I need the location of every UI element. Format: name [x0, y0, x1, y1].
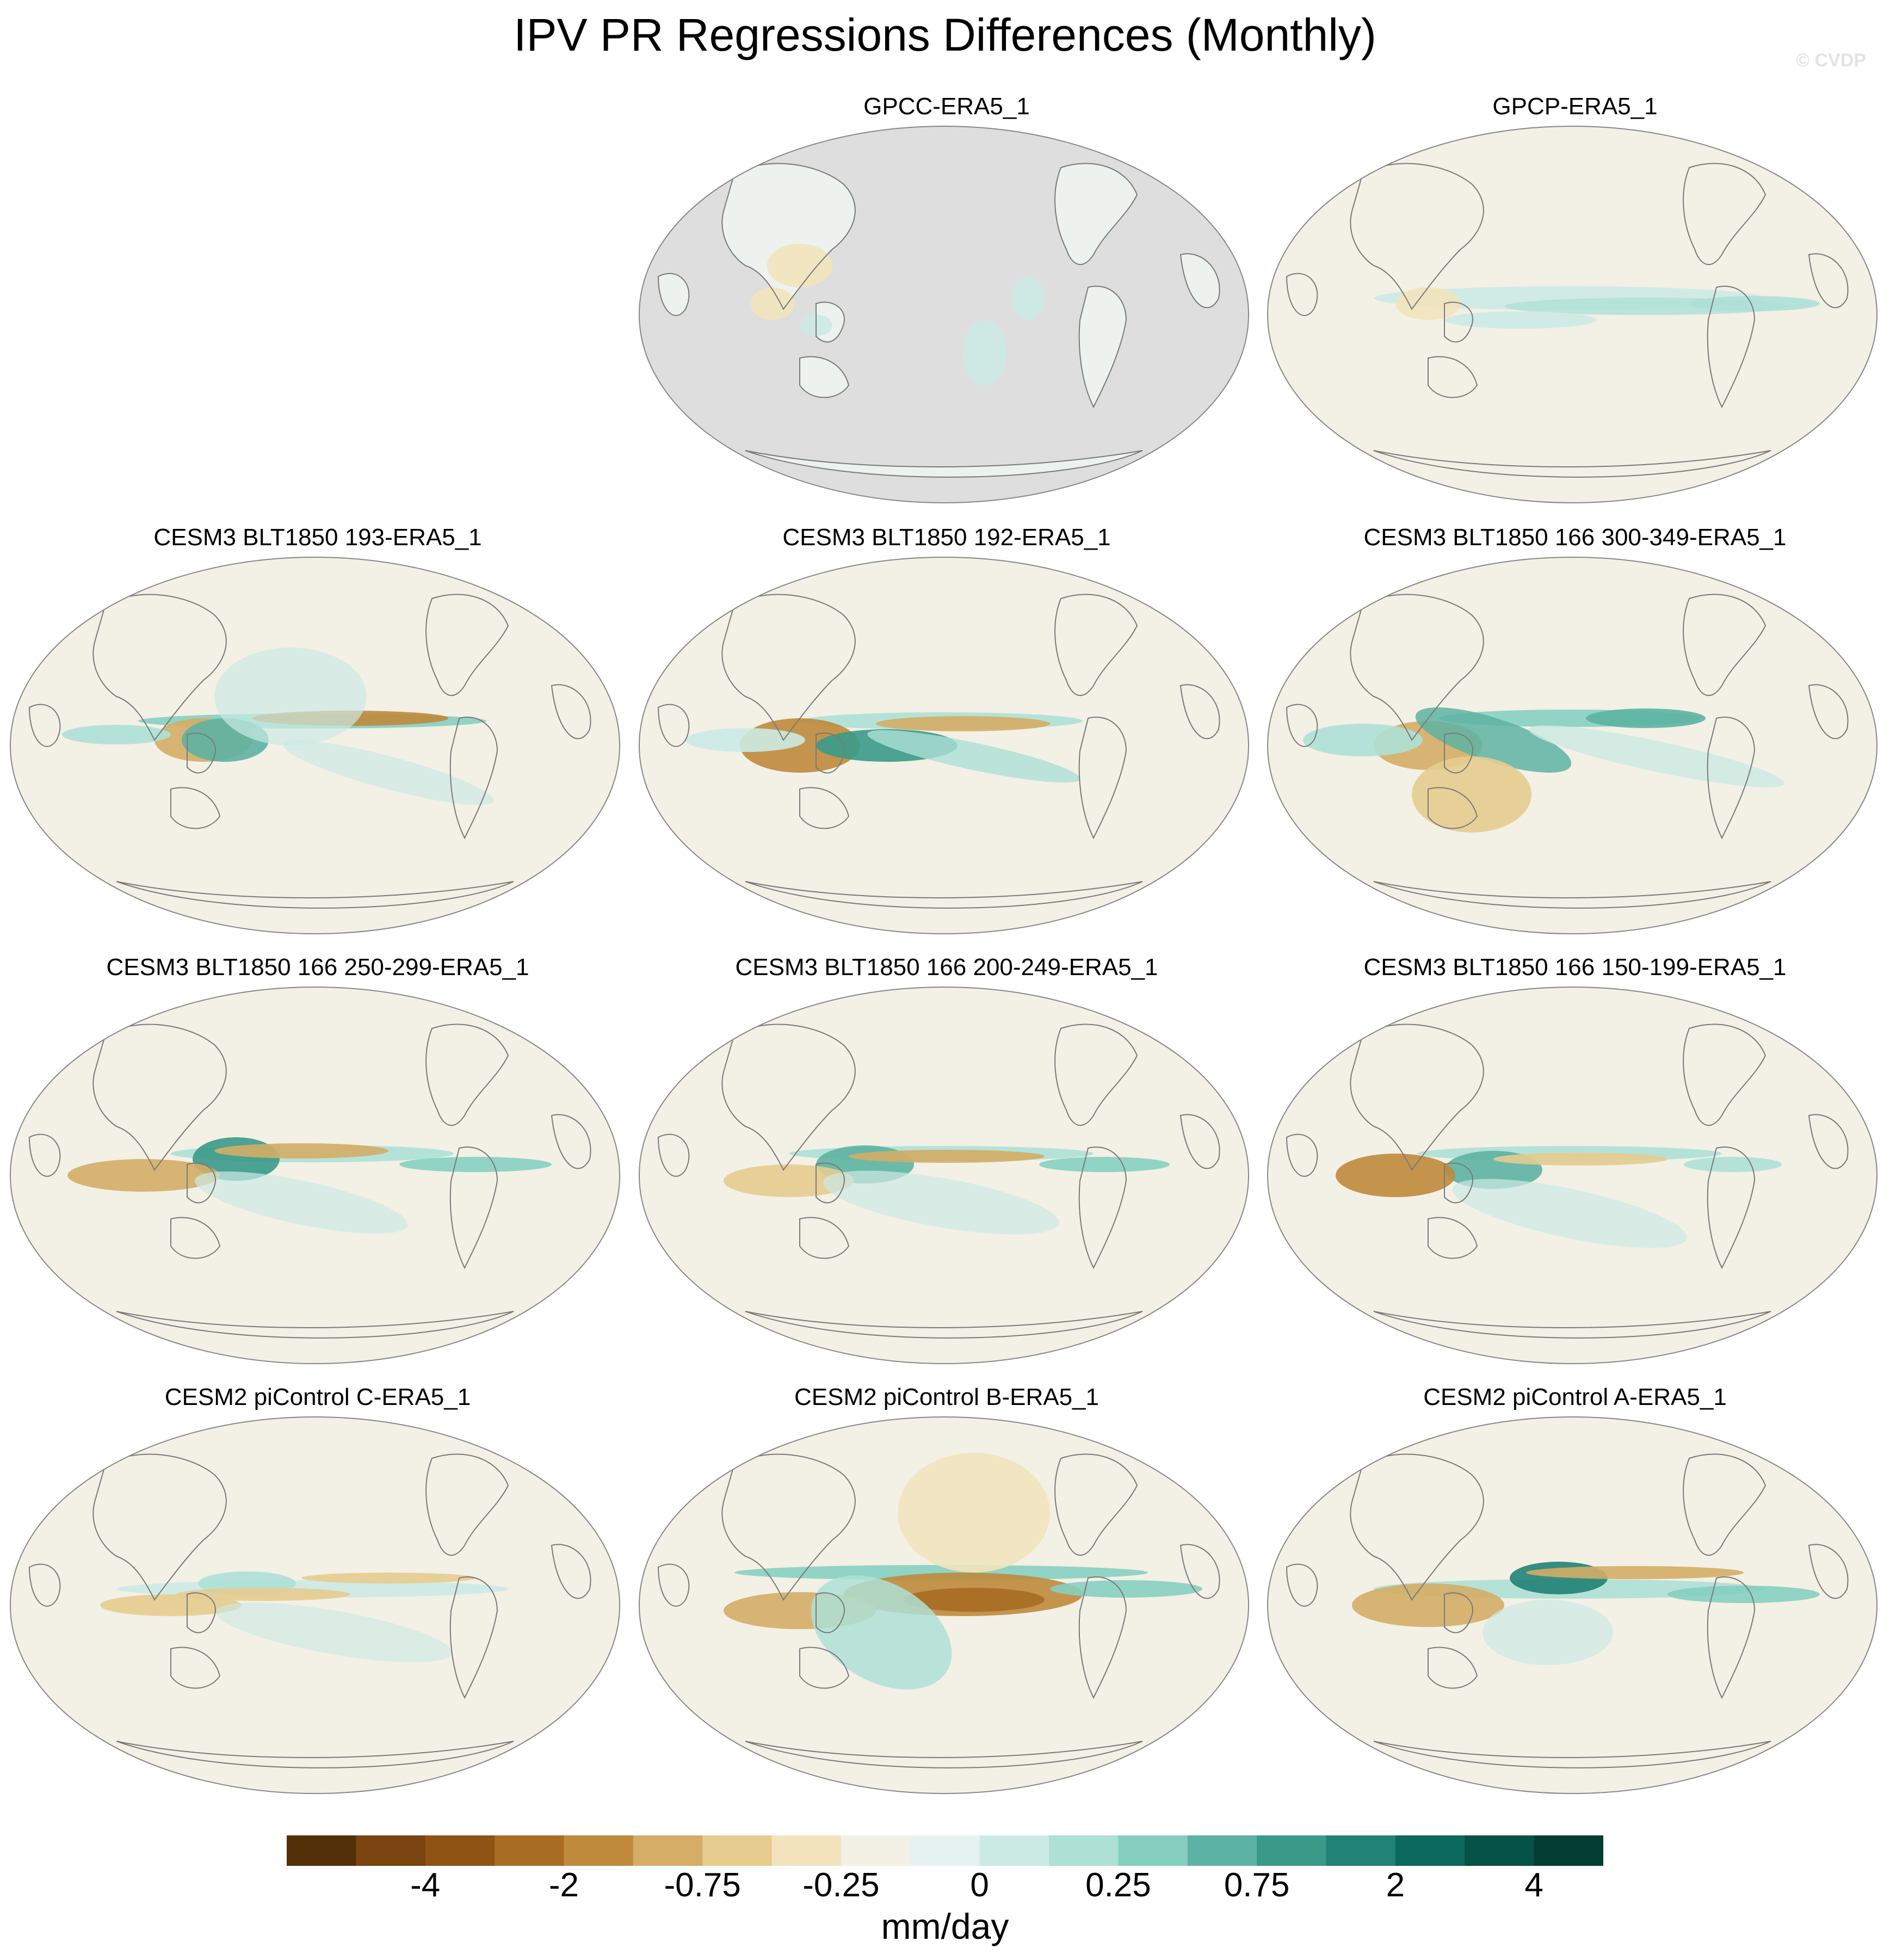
coastlines	[1286, 163, 1849, 478]
map-panel: CESM3 BLT1850 166 150-199-ERA5_1	[1265, 952, 1885, 1382]
colorbar	[287, 1835, 1603, 1866]
map-projection	[10, 987, 620, 1364]
coastlines	[657, 1453, 1220, 1768]
land-field	[658, 163, 1220, 477]
map-border	[1267, 987, 1877, 1364]
colorbar-tick-label: 0	[970, 1866, 989, 1904]
panel-title: CESM2 piControl A-ERA5_1	[1423, 1384, 1727, 1410]
coastlines	[1286, 1024, 1849, 1339]
map-panel: CESM3 BLT1850 166 300-349-ERA5_1	[1265, 522, 1885, 952]
panel-title: CESM2 piControl C-ERA5_1	[164, 1384, 471, 1410]
map-border	[10, 987, 620, 1364]
colorbar-swatch	[633, 1835, 703, 1866]
map-border	[1267, 1416, 1877, 1794]
panel-title: CESM3 BLT1850 166 250-299-ERA5_1	[106, 954, 529, 981]
precip-anomaly-field	[62, 648, 494, 805]
watermark: © CVDP	[1796, 50, 1866, 71]
colorbar-swatch	[1049, 1835, 1119, 1866]
map-panel: CESM3 BLT1850 166 250-299-ERA5_1	[8, 952, 628, 1382]
colorbar-swatch	[1465, 1835, 1535, 1866]
precip-anomaly-field	[724, 1145, 1170, 1235]
colorbar-tick-label: -2	[548, 1866, 579, 1904]
colorbar-swatch	[564, 1835, 634, 1866]
precip-anomaly-field	[724, 1453, 1202, 1690]
map-border	[639, 1416, 1249, 1794]
colorbar-swatch	[1326, 1835, 1396, 1866]
map-projection	[1267, 126, 1877, 503]
coastlines	[657, 163, 1220, 478]
precip-anomaly-field	[685, 712, 1083, 783]
colorbar-tick-label: 0.75	[1224, 1866, 1290, 1904]
coastlines	[28, 1024, 591, 1339]
colorbar-swatch	[771, 1835, 842, 1866]
colorbar-swatch	[1118, 1835, 1188, 1866]
colorbar-swatch	[287, 1835, 356, 1866]
coastlines	[657, 594, 1220, 909]
panel-title: CESM3 BLT1850 166 300-349-ERA5_1	[1363, 524, 1787, 551]
colorbar-swatch	[841, 1835, 911, 1866]
panel-title: CESM3 BLT1850 166 200-249-ERA5_1	[735, 954, 1158, 981]
map-panel: GPCC-ERA5_1	[637, 91, 1257, 521]
colorbar-tick-label: -4	[410, 1866, 441, 1904]
map-panel: CESM3 BLT1850 166 200-249-ERA5_1	[637, 952, 1257, 1382]
map-panel: CESM3 BLT1850 193-ERA5_1	[8, 522, 628, 952]
colorbar-tick-labels: -4 -2 -0.75 -0.25 0 0.25 0.75 2 4	[0, 1866, 1890, 1910]
panel-title: GPCP-ERA5_1	[1492, 93, 1658, 120]
figure-title: IPV PR Regressions Differences (Monthly)	[514, 9, 1376, 60]
colorbar-tick-label: 0.25	[1085, 1866, 1151, 1904]
precip-anomaly-field	[1336, 1146, 1782, 1248]
colorbar-swatch	[1534, 1835, 1603, 1866]
map-panel: CESM2 piControl A-ERA5_1	[1265, 1382, 1885, 1812]
colorbar-swatch	[979, 1835, 1049, 1866]
map-border	[1267, 557, 1877, 934]
map-projection	[1267, 987, 1877, 1364]
map-panel: CESM2 piControl C-ERA5_1	[8, 1382, 628, 1812]
panel-title: CESM3 BLT1850 193-ERA5_1	[153, 524, 482, 551]
map-projection	[639, 126, 1249, 503]
colorbar-swatch	[356, 1835, 426, 1866]
colorbar-tick-label: 4	[1524, 1866, 1543, 1904]
map-border	[639, 987, 1249, 1364]
colorbar-swatch	[910, 1835, 980, 1866]
precip-anomaly-field	[100, 1571, 508, 1662]
panel-title: CESM3 BLT1850 166 150-199-ERA5_1	[1363, 954, 1787, 981]
colorbar-tick-label: 2	[1386, 1866, 1405, 1904]
coastlines	[1286, 594, 1849, 909]
map-projection	[1267, 1416, 1877, 1794]
coastlines	[1286, 1453, 1849, 1768]
map-projection	[10, 1416, 620, 1794]
map-panel: GPCP-ERA5_1	[1265, 91, 1885, 521]
map-projection	[639, 1416, 1249, 1794]
map-border	[1267, 126, 1877, 503]
colorbar-swatch	[1395, 1835, 1465, 1866]
colorbar-tick-label: -0.25	[802, 1866, 880, 1904]
map-projection	[1267, 557, 1877, 934]
precip-anomaly-field	[751, 244, 1045, 385]
panel-title: GPCC-ERA5_1	[863, 93, 1030, 120]
map-projection	[639, 987, 1249, 1364]
map-border	[639, 126, 1249, 503]
precip-anomaly-field	[1352, 1562, 1820, 1665]
map-border	[10, 557, 620, 934]
colorbar-tick-label: -0.75	[664, 1866, 741, 1904]
panel-title: CESM2 piControl B-ERA5_1	[794, 1384, 1099, 1410]
map-border	[10, 1416, 620, 1794]
precip-anomaly-field	[67, 1137, 552, 1234]
colorbar-swatch	[495, 1835, 564, 1866]
map-panel: CESM3 BLT1850 192-ERA5_1	[637, 522, 1257, 952]
colorbar-swatch	[1187, 1835, 1257, 1866]
colorbar-swatch	[702, 1835, 773, 1866]
colorbar-swatch	[425, 1835, 495, 1866]
coastlines	[28, 594, 591, 909]
map-projection	[639, 557, 1249, 934]
coastlines	[657, 1024, 1220, 1339]
coastlines	[28, 1453, 591, 1768]
map-projection	[10, 557, 620, 934]
map-panel: CESM2 piControl B-ERA5_1	[637, 1382, 1257, 1812]
colorbar-swatch	[1257, 1835, 1327, 1866]
panel-title: CESM3 BLT1850 192-ERA5_1	[782, 524, 1111, 551]
colorbar-units: mm/day	[881, 1906, 1009, 1946]
map-border	[639, 557, 1249, 934]
